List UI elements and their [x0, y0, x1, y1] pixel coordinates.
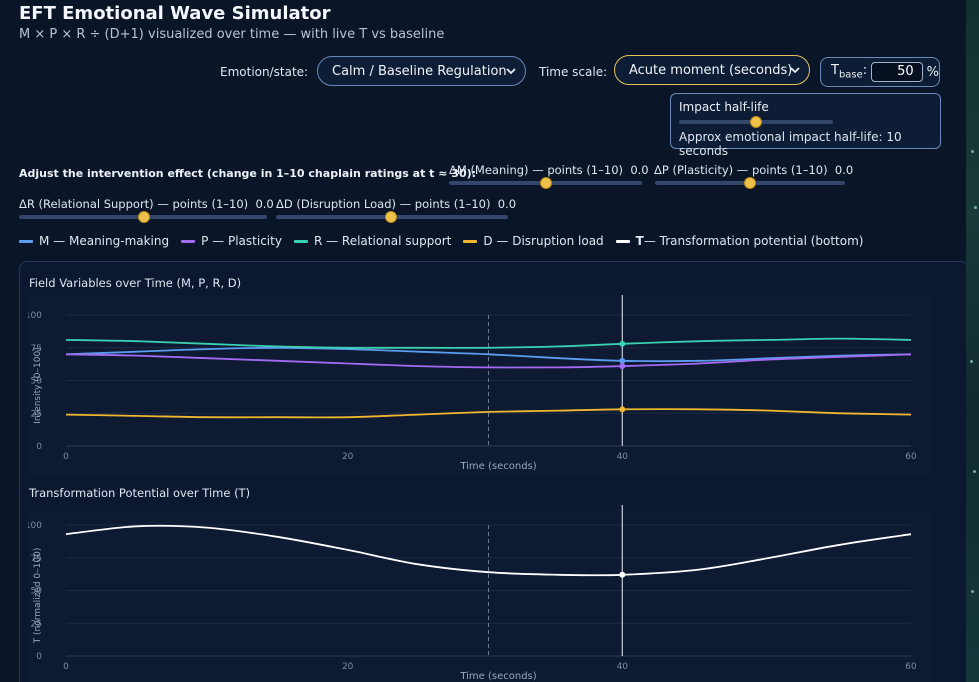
- delta-p-slider-thumb[interactable]: [744, 177, 756, 189]
- timescale-label: Time scale:: [539, 65, 608, 79]
- intervention-title: Adjust the intervention effect (change i…: [19, 167, 477, 180]
- delta-p-label: ΔP (Plasticity) — points (1–10) 0.0: [654, 163, 854, 177]
- delta-m-slider-thumb[interactable]: [540, 177, 552, 189]
- chart-plot-background: [28, 505, 932, 682]
- chart-title-transformation: Transformation Potential over Time (T): [29, 486, 251, 500]
- x-axis-label: Time (seconds): [459, 461, 536, 472]
- cursor-point-t: [619, 571, 626, 578]
- y-tick-label: 0: [36, 442, 42, 452]
- timescale-select-value: Acute moment (seconds): [629, 62, 793, 78]
- y-tick-label: 25: [31, 619, 42, 629]
- legend-item-m[interactable]: M — Meaning-making: [19, 234, 169, 248]
- emotion-label: Emotion/state:: [220, 65, 309, 79]
- legend-swatch-t: [615, 239, 630, 243]
- series-line-p: [65, 353, 912, 369]
- delta-r-label: ΔR (Relational Support) — points (1–10) …: [19, 197, 274, 211]
- legend: M — Meaning-making P — Plasticity R — Re…: [19, 233, 875, 249]
- page-subtitle: M × P × R ÷ (D+1) visualized over time —…: [19, 27, 445, 42]
- tbase-input[interactable]: 50: [871, 62, 923, 82]
- legend-swatch-m: [19, 239, 33, 243]
- legend-item-r[interactable]: R — Relational support: [293, 234, 451, 248]
- legend-swatch-r: [293, 239, 308, 243]
- legend-item-d[interactable]: D — Disruption load: [463, 234, 604, 248]
- cursor-point-m: [619, 357, 626, 364]
- emotion-select[interactable]: Calm / Baseline Regulation: [317, 56, 526, 86]
- chevron-down-icon: [790, 67, 800, 74]
- y-tick-label: 100: [28, 311, 42, 321]
- timescale-select[interactable]: Acute moment (seconds): [614, 55, 810, 85]
- y-tick-label: 100: [28, 521, 42, 531]
- delta-m-label: ΔM (Meaning) — points (1–10) 0.0: [449, 163, 649, 177]
- y-tick-label: 50: [31, 587, 43, 597]
- y-axis-label: T (normalized 0–100): [33, 548, 43, 645]
- transformation-chart[interactable]: 0 25 50 75 100 0 20 40 60 Time (seconds) T (normal…: [28, 505, 932, 682]
- x-tick-label: 60: [905, 662, 917, 672]
- page-title: EFT Emotional Wave Simulator: [19, 3, 331, 24]
- series-line-m: [65, 346, 912, 363]
- halflife-description: Approx emotional impact half-life: 10 se…: [679, 130, 902, 158]
- y-tick-label: 50: [31, 377, 43, 387]
- tbase-control: Tbase: 50 %: [820, 57, 940, 87]
- x-tick-label: 60: [905, 452, 917, 462]
- charts-panel: Field Variables over Time (M, P, R, D) 0…: [19, 261, 969, 682]
- series-line-t: [65, 524, 912, 577]
- x-tick-label: 20: [342, 452, 354, 462]
- x-tick-label: 0: [63, 452, 69, 462]
- cursor-point-p: [619, 363, 626, 370]
- y-axis-label: Intensity (0–100): [33, 347, 43, 423]
- cursor-point-d: [619, 406, 626, 413]
- x-tick-label: 40: [617, 452, 629, 462]
- emotion-select-value: Calm / Baseline Regulation: [332, 63, 507, 79]
- x-axis-label: Time (seconds): [459, 671, 536, 682]
- halflife-slider-thumb[interactable]: [750, 116, 762, 128]
- desktop-background-edge: [966, 0, 979, 682]
- chart-plot-background: [28, 295, 932, 475]
- tbase-label: Tbase:: [831, 63, 868, 81]
- halflife-panel: Impact half-life Approx emotional impact…: [670, 93, 941, 158]
- series-line-d: [65, 408, 912, 419]
- tbase-unit: %: [926, 64, 939, 80]
- y-tick-label: 75: [31, 554, 42, 564]
- delta-d-slider-thumb[interactable]: [385, 211, 397, 223]
- delta-r-slider-thumb[interactable]: [138, 211, 150, 223]
- series-line-r: [65, 337, 912, 349]
- legend-swatch-d: [463, 239, 478, 243]
- legend-swatch-p: [181, 239, 196, 243]
- halflife-title: Impact half-life: [679, 100, 769, 114]
- chevron-down-icon: [506, 68, 516, 75]
- chart-title-field-variables: Field Variables over Time (M, P, R, D): [29, 276, 242, 290]
- field-variables-chart[interactable]: 0 25 50 75 100 0 20 40 60 Time (seconds) Intensity…: [28, 295, 932, 475]
- x-tick-label: 40: [617, 662, 629, 672]
- y-tick-label: 0: [36, 652, 42, 662]
- legend-item-t[interactable]: T — Transformation potential (bottom): [615, 234, 863, 248]
- y-tick-label: 75: [31, 344, 42, 354]
- x-tick-label: 0: [63, 662, 69, 672]
- x-tick-label: 20: [342, 662, 354, 672]
- y-tick-label: 25: [31, 409, 42, 419]
- legend-item-p[interactable]: P — Plasticity: [181, 234, 282, 248]
- delta-d-label: ΔD (Disruption Load) — points (1–10) 0.0: [276, 197, 517, 211]
- cursor-point-r: [619, 340, 626, 347]
